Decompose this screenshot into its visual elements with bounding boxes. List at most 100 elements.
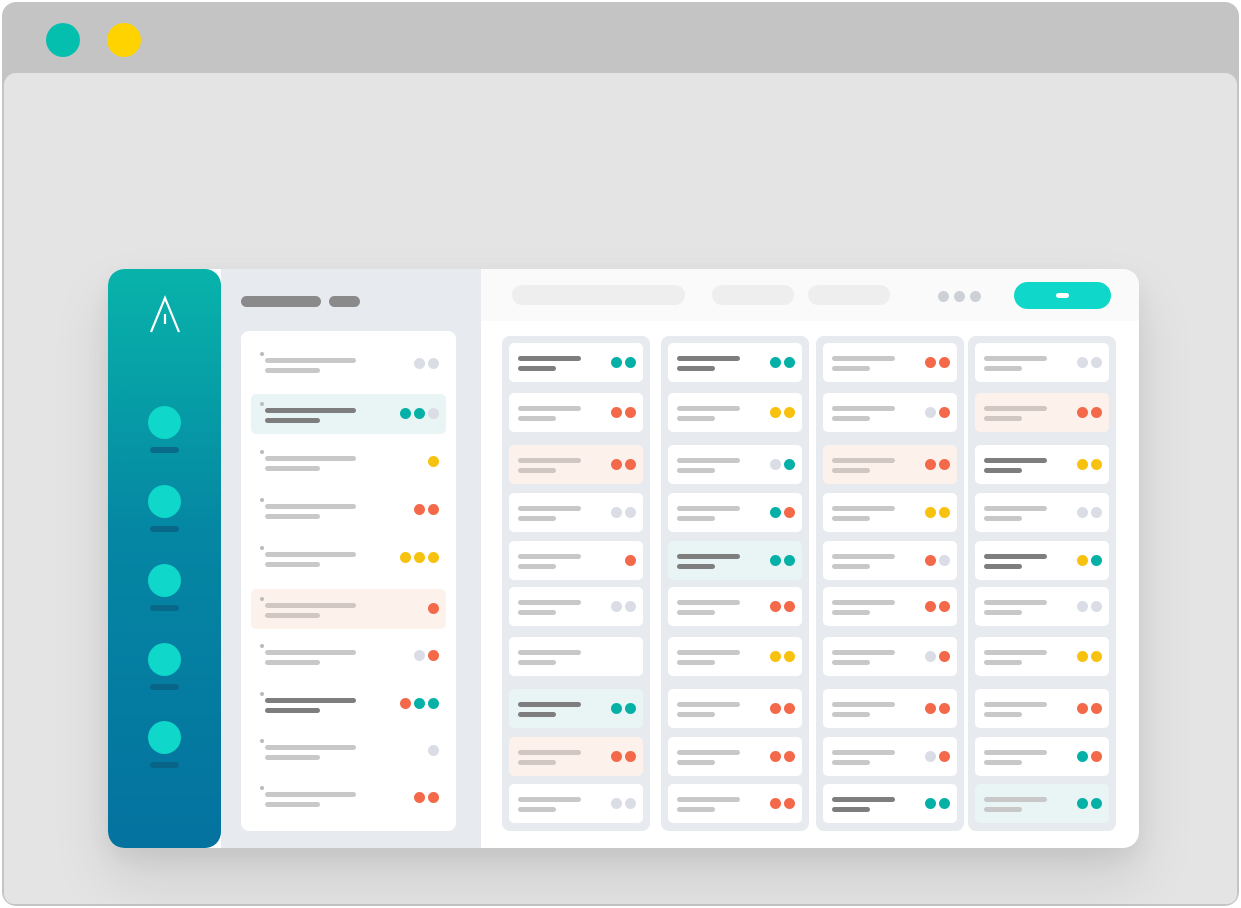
search-input[interactable] xyxy=(512,285,685,305)
nav-label-placeholder xyxy=(150,526,179,532)
nav-item-2[interactable] xyxy=(148,485,181,535)
red-status-dot-icon xyxy=(925,703,936,714)
card-title-placeholder xyxy=(677,702,740,707)
board-card[interactable] xyxy=(975,493,1109,532)
board-card[interactable] xyxy=(509,689,643,728)
status-dots xyxy=(414,358,439,369)
board-card[interactable] xyxy=(823,689,957,728)
board-card[interactable] xyxy=(823,587,957,626)
teal-status-dot-icon xyxy=(625,703,636,714)
yellow-status-dot-icon xyxy=(784,407,795,418)
list-item[interactable] xyxy=(251,442,446,482)
teal-status-dot-icon xyxy=(414,408,425,419)
teal-status-dot-icon xyxy=(1091,555,1102,566)
board-card[interactable] xyxy=(668,343,802,382)
board-card[interactable] xyxy=(509,541,643,580)
yellow-status-dot-icon xyxy=(925,507,936,518)
gray-status-dot-icon xyxy=(611,798,622,809)
board-card[interactable] xyxy=(823,343,957,382)
yellow-status-dot-icon xyxy=(414,552,425,563)
board-card[interactable] xyxy=(668,587,802,626)
board-card[interactable] xyxy=(823,541,957,580)
list-item[interactable] xyxy=(251,394,446,434)
more-options-icon[interactable] xyxy=(938,291,981,302)
window-dot-teal[interactable] xyxy=(46,23,80,57)
primary-action-button[interactable] xyxy=(1014,282,1111,309)
board-card[interactable] xyxy=(509,445,643,484)
red-status-dot-icon xyxy=(625,459,636,470)
filter-pill-1[interactable] xyxy=(712,285,794,305)
board-card[interactable] xyxy=(975,637,1109,676)
board-card[interactable] xyxy=(668,541,802,580)
red-status-dot-icon xyxy=(400,698,411,709)
bullet-icon xyxy=(260,450,264,454)
window-dot-yellow[interactable] xyxy=(107,23,141,57)
list-card xyxy=(241,331,456,831)
board-card[interactable] xyxy=(668,393,802,432)
board-card[interactable] xyxy=(668,784,802,823)
card-subtitle-placeholder xyxy=(677,760,715,765)
yellow-status-dot-icon xyxy=(1077,459,1088,470)
status-dots xyxy=(611,703,636,714)
red-status-dot-icon xyxy=(925,459,936,470)
board-card[interactable] xyxy=(668,689,802,728)
board-card[interactable] xyxy=(823,784,957,823)
board-card[interactable] xyxy=(975,343,1109,382)
list-item[interactable] xyxy=(251,684,446,724)
board-card[interactable] xyxy=(509,737,643,776)
list-item[interactable] xyxy=(251,490,446,530)
list-item[interactable] xyxy=(251,636,446,676)
board-card[interactable] xyxy=(975,587,1109,626)
board-card[interactable] xyxy=(668,737,802,776)
list-item[interactable] xyxy=(251,778,446,818)
card-subtitle-placeholder xyxy=(677,366,715,371)
list-item[interactable] xyxy=(251,344,446,384)
board-card[interactable] xyxy=(668,445,802,484)
board-card[interactable] xyxy=(823,493,957,532)
list-item[interactable] xyxy=(251,538,446,578)
red-status-dot-icon xyxy=(770,601,781,612)
list-item-subtitle-placeholder xyxy=(265,802,320,807)
status-dots xyxy=(428,745,439,756)
list-item[interactable] xyxy=(251,731,446,771)
nav-item-3[interactable] xyxy=(148,564,181,614)
board-card[interactable] xyxy=(509,343,643,382)
card-subtitle-placeholder xyxy=(984,416,1022,421)
board-card[interactable] xyxy=(823,737,957,776)
nav-item-5[interactable] xyxy=(148,721,181,771)
board-card[interactable] xyxy=(509,393,643,432)
bullet-icon xyxy=(260,402,264,406)
board-card[interactable] xyxy=(668,637,802,676)
board-card[interactable] xyxy=(509,493,643,532)
board-card[interactable] xyxy=(975,541,1109,580)
filter-pill-2[interactable] xyxy=(808,285,890,305)
board-card[interactable] xyxy=(509,637,643,676)
board-card[interactable] xyxy=(823,637,957,676)
red-status-dot-icon xyxy=(770,798,781,809)
board-card[interactable] xyxy=(975,737,1109,776)
card-title-placeholder xyxy=(832,702,895,707)
board-card[interactable] xyxy=(668,493,802,532)
list-panel xyxy=(221,269,481,848)
red-status-dot-icon xyxy=(1091,407,1102,418)
board-card[interactable] xyxy=(975,445,1109,484)
gray-status-dot-icon xyxy=(1091,601,1102,612)
status-dots xyxy=(770,798,795,809)
board-card[interactable] xyxy=(823,393,957,432)
board-card[interactable] xyxy=(823,445,957,484)
list-item[interactable] xyxy=(251,589,446,629)
red-status-dot-icon xyxy=(784,601,795,612)
board-column-3 xyxy=(816,336,964,831)
nav-item-1[interactable] xyxy=(148,406,181,456)
board-card[interactable] xyxy=(975,393,1109,432)
card-subtitle-placeholder xyxy=(984,366,1022,371)
nav-item-4[interactable] xyxy=(148,643,181,693)
board-card[interactable] xyxy=(975,784,1109,823)
card-title-placeholder xyxy=(832,650,895,655)
board-card[interactable] xyxy=(509,784,643,823)
board-card[interactable] xyxy=(975,689,1109,728)
logo-a-icon[interactable] xyxy=(148,294,182,334)
gray-status-dot-icon xyxy=(1077,601,1088,612)
board-card[interactable] xyxy=(509,587,643,626)
card-subtitle-placeholder xyxy=(518,807,556,812)
